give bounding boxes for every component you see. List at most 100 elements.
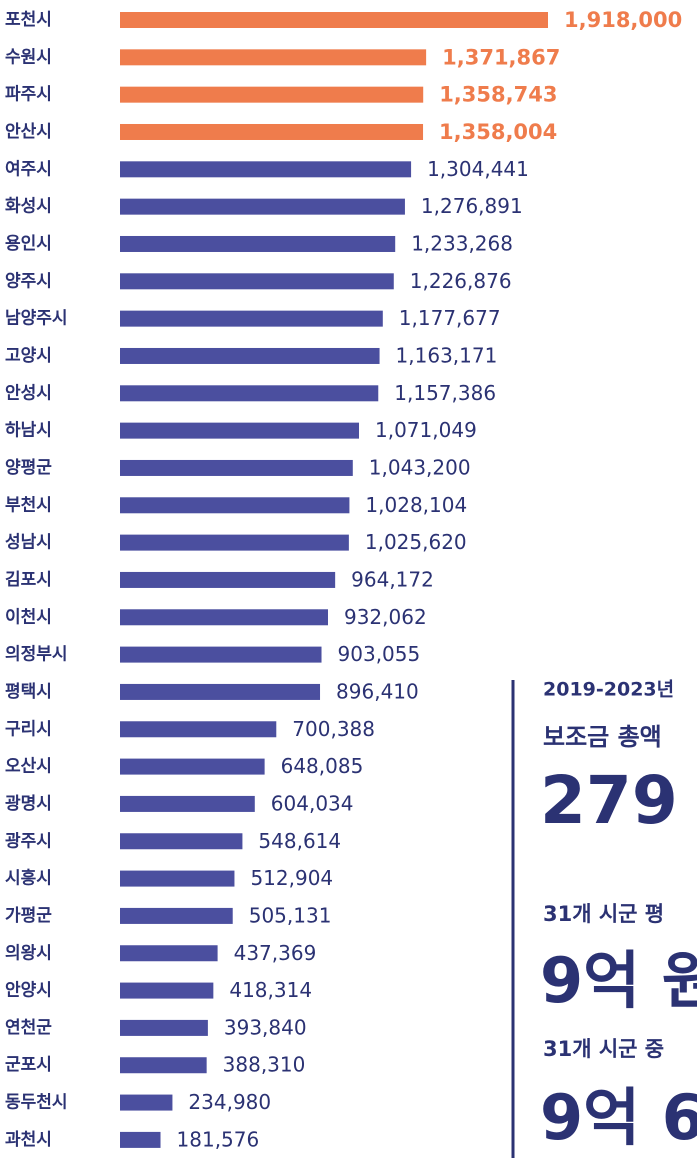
bar <box>120 235 396 252</box>
bar <box>120 273 394 290</box>
category-label: 안산시 <box>5 122 52 142</box>
value-label: 1,233,268 <box>411 231 513 255</box>
value-label: 1,918,000 <box>564 8 682 32</box>
value-label: 1,071,049 <box>375 418 477 442</box>
bar <box>120 721 277 738</box>
bar <box>120 161 412 178</box>
value-label: 393,840 <box>224 1015 307 1039</box>
value-label: 700,388 <box>292 717 375 741</box>
value-label: 548,614 <box>258 829 341 853</box>
category-label: 의정부시 <box>5 645 68 665</box>
category-label: 평택시 <box>5 682 52 702</box>
bar <box>120 459 353 476</box>
category-label: 구리시 <box>5 719 52 739</box>
category-label: 동두천시 <box>5 1093 68 1113</box>
value-label: 1,304,441 <box>427 157 529 181</box>
value-label: 181,576 <box>177 1127 260 1151</box>
category-label: 파주시 <box>5 85 52 105</box>
bar <box>120 907 233 924</box>
category-label: 광명시 <box>5 794 52 814</box>
category-label: 여주시 <box>5 159 52 179</box>
value-label: 388,310 <box>223 1053 306 1077</box>
bar <box>120 1019 208 1036</box>
value-label: 1,371,867 <box>442 45 560 69</box>
annotation: 31개 시군 평 <box>543 902 664 926</box>
category-label: 용인시 <box>5 234 52 254</box>
category-label: 남양주시 <box>5 309 68 329</box>
category-label: 군포시 <box>5 1055 52 1075</box>
category-label: 과천시 <box>5 1130 52 1150</box>
category-label: 시흥시 <box>5 868 52 889</box>
annotation: 9억 6 <box>540 1081 697 1154</box>
bar <box>120 609 328 626</box>
category-label: 안양시 <box>5 981 52 1001</box>
bar <box>120 1057 207 1074</box>
bar <box>120 534 349 551</box>
bar <box>120 310 383 327</box>
value-label: 505,131 <box>249 903 332 927</box>
annotation: 31개 시군 중 <box>543 1037 664 1061</box>
category-label: 화성시 <box>5 197 52 217</box>
bar <box>120 123 424 140</box>
bar <box>120 683 321 700</box>
bar <box>120 982 214 999</box>
category-label: 안성시 <box>5 383 52 403</box>
value-label: 512,904 <box>250 866 333 890</box>
annotation: 9억 원 <box>540 944 697 1017</box>
value-label: 1,028,104 <box>365 493 467 517</box>
value-label: 903,055 <box>338 642 421 666</box>
category-label: 양평군 <box>5 458 52 478</box>
bar <box>120 758 265 775</box>
value-label: 604,034 <box>271 791 354 815</box>
value-label: 1,358,743 <box>439 83 557 107</box>
value-label: 1,025,620 <box>365 530 467 554</box>
value-label: 1,226,876 <box>410 269 512 293</box>
category-label: 고양시 <box>5 346 52 366</box>
bar <box>120 945 218 962</box>
value-label: 932,062 <box>344 605 427 629</box>
bar <box>120 870 235 887</box>
bar <box>120 347 380 364</box>
value-label: 1,043,200 <box>369 455 471 479</box>
category-label: 오산시 <box>5 757 52 777</box>
value-label: 1,163,171 <box>396 343 498 367</box>
category-label: 의왕시 <box>5 943 52 963</box>
value-label: 1,177,677 <box>399 306 501 330</box>
category-label: 하남시 <box>5 421 52 441</box>
value-label: 418,314 <box>229 978 312 1002</box>
bar <box>120 422 360 439</box>
value-label: 1,276,891 <box>421 194 523 218</box>
bar <box>120 833 243 850</box>
category-label: 부천시 <box>5 495 52 515</box>
category-label: 연천군 <box>5 1018 52 1038</box>
annotation: 2019-2023년 <box>543 679 674 701</box>
bar <box>120 497 350 514</box>
bar <box>120 1094 173 1111</box>
annotation: 보조금 총액 <box>543 723 662 751</box>
category-label: 이천시 <box>5 607 52 627</box>
value-label: 648,085 <box>281 754 364 778</box>
bar <box>120 12 548 28</box>
bar <box>120 198 405 215</box>
category-label: 양주시 <box>5 271 52 291</box>
category-label: 포천시 <box>5 10 52 30</box>
bar <box>120 49 427 66</box>
value-label: 1,358,004 <box>439 120 557 144</box>
bar <box>120 646 322 663</box>
category-label: 광주시 <box>5 831 52 851</box>
value-label: 234,980 <box>188 1090 271 1114</box>
bar <box>120 385 379 402</box>
bar <box>120 1131 161 1148</box>
bar <box>120 795 255 812</box>
value-label: 437,369 <box>234 941 317 965</box>
category-label: 가평군 <box>5 906 52 926</box>
bar <box>120 571 336 588</box>
annotation: 279 <box>540 762 678 839</box>
category-label: 성남시 <box>5 533 52 553</box>
value-label: 964,172 <box>351 567 434 591</box>
bar <box>120 86 424 103</box>
value-label: 1,157,386 <box>394 381 496 405</box>
category-label: 수원시 <box>5 47 52 67</box>
value-label: 896,410 <box>336 679 419 703</box>
